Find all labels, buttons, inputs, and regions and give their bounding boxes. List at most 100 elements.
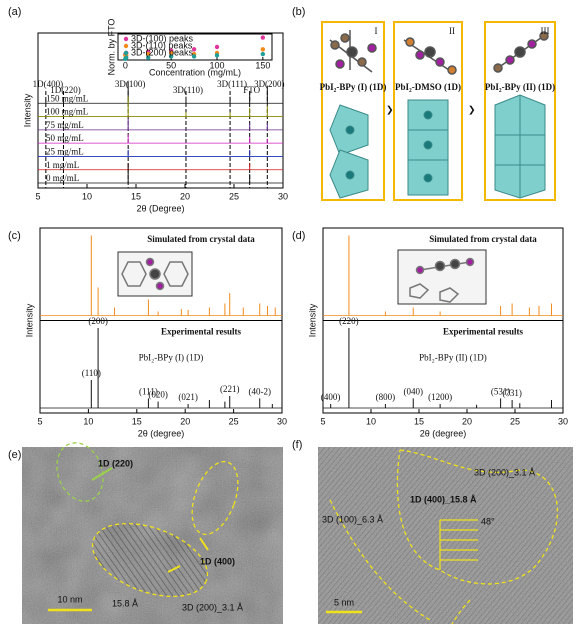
peak-label: (111) bbox=[139, 386, 158, 396]
annotation: 15.8 Å bbox=[112, 598, 138, 608]
scale-bar-label: 5 nm bbox=[334, 597, 354, 607]
peak-label: (731) bbox=[502, 388, 522, 398]
series-label: Simulated from crystal data bbox=[147, 234, 255, 244]
micrograph-grain bbox=[318, 447, 573, 624]
peak-label: (40-2) bbox=[248, 386, 271, 396]
series-label: 1 mg/mL bbox=[46, 160, 79, 170]
reference-label: 3D(200) bbox=[254, 79, 285, 89]
point bbox=[214, 44, 220, 50]
arrow: ❯ bbox=[468, 104, 476, 115]
region-outline bbox=[396, 449, 559, 585]
peak-label: (221) bbox=[220, 384, 240, 394]
arrow: ❯ bbox=[386, 104, 394, 115]
structure-box: III PbI₂-BPy (II) (1D) bbox=[484, 21, 556, 201]
x-tick-label: 20 bbox=[180, 416, 190, 426]
structure-name: PbI₂-BPy (I) (1D) bbox=[320, 82, 387, 92]
region-outline bbox=[329, 499, 471, 625]
peak-label: (400) bbox=[321, 392, 341, 402]
reference-label: 1D(400) bbox=[33, 79, 64, 89]
series-label: Simulated from crystal data bbox=[429, 234, 537, 244]
series-label: 100 mg/mL bbox=[46, 107, 88, 117]
reference-label: 3D(100) bbox=[115, 79, 146, 89]
reference-label: 1D(220) bbox=[50, 85, 81, 95]
numeral: II bbox=[449, 26, 455, 36]
structure-box: II PbI₂-DMSO (1D) bbox=[393, 21, 463, 201]
panel-label: (f) bbox=[292, 439, 302, 451]
compound-label: PbI₂-BPy (I) (1D) bbox=[139, 353, 204, 363]
annotation: 1D (400)_15.8 Å bbox=[410, 494, 477, 504]
peak-label: (110) bbox=[82, 368, 101, 378]
point bbox=[124, 55, 129, 60]
polyhedra bbox=[407, 99, 449, 196]
crystal-inset bbox=[397, 249, 487, 305]
fringes bbox=[92, 523, 208, 597]
polyhedra bbox=[329, 104, 369, 199]
annotation: 48° bbox=[481, 516, 495, 526]
legend-marker bbox=[123, 43, 129, 49]
point bbox=[191, 47, 197, 52]
scale-bar-label: 10 nm bbox=[57, 594, 82, 604]
x-tick-label: 30 bbox=[278, 191, 288, 201]
point bbox=[146, 51, 151, 57]
annotation: 1D (400) bbox=[200, 556, 235, 566]
legend-marker bbox=[123, 50, 129, 56]
numeral: III bbox=[541, 26, 550, 36]
point bbox=[214, 53, 220, 58]
y-axis-label: Norm. by FTO bbox=[106, 19, 116, 76]
series-label: 25 mg/mL bbox=[46, 146, 84, 156]
structure-box: I PbI₂-BPy (I) (1D) bbox=[320, 21, 387, 201]
series-label: 50 mg/mL bbox=[46, 133, 84, 143]
peak-label: (020) bbox=[148, 390, 168, 400]
point bbox=[260, 35, 266, 40]
point bbox=[168, 50, 174, 56]
x-tick-label: 50 bbox=[166, 60, 176, 70]
reference-label: 3D(110) bbox=[173, 85, 203, 95]
molecule bbox=[403, 37, 457, 75]
region-outline bbox=[91, 522, 209, 598]
x-tick-label: 15 bbox=[131, 191, 141, 201]
legend-label: 3D-(200) peaks bbox=[131, 47, 194, 57]
molecule bbox=[121, 257, 189, 291]
plot-frame bbox=[37, 32, 284, 189]
molecule bbox=[329, 30, 377, 73]
series-label: 75 mg/mL bbox=[46, 120, 84, 130]
structure-name: PbI₂-DMSO (1D) bbox=[395, 82, 461, 92]
fringe-marks bbox=[439, 519, 478, 570]
panel-label: (a) bbox=[8, 6, 21, 18]
x-tick-label: 5 bbox=[320, 416, 325, 426]
panel-e: (e) 1D (220) 1D (400) 15.8 Å 3D (200)_3.… bbox=[8, 442, 283, 624]
x-tick-label: 10 bbox=[82, 191, 92, 201]
peak-label: (220) bbox=[339, 316, 359, 326]
compound-label: PbI₂-BPy (II) (1D) bbox=[419, 353, 487, 363]
crystal-inset bbox=[117, 251, 193, 297]
peak-label: (200) bbox=[88, 316, 108, 326]
pointer bbox=[199, 537, 209, 551]
x-tick-label: 10 bbox=[83, 416, 93, 426]
x-tick-label: 150 bbox=[255, 60, 270, 70]
panel-label: (d) bbox=[292, 230, 305, 242]
x-tick-label: 10 bbox=[366, 416, 376, 426]
region-outline bbox=[191, 460, 239, 536]
region-outline bbox=[56, 442, 104, 502]
x-tick-label: 25 bbox=[229, 191, 239, 201]
x-tick-label: 20 bbox=[462, 416, 472, 426]
legend-marker bbox=[123, 36, 129, 42]
x-axis-label: 2θ (degree) bbox=[420, 428, 467, 438]
annotation: 3D (200)_3.1 Å bbox=[182, 602, 243, 612]
structure-name: PbI₂-BPy (II) (1D) bbox=[485, 82, 555, 92]
reference-label: FTO bbox=[243, 85, 260, 95]
x-axis-label: 2θ (degree) bbox=[138, 428, 185, 438]
peak-label: (531) bbox=[491, 386, 511, 396]
pointer bbox=[167, 565, 181, 573]
annotation: 1D (220) bbox=[98, 458, 133, 468]
x-tick-label: 25 bbox=[510, 416, 520, 426]
point bbox=[191, 54, 197, 59]
peak-label: (800) bbox=[376, 392, 396, 402]
panel-b: (b) I PbI₂-BPy (I) (1D) ❯ II PbI₂-DMSO (… bbox=[292, 6, 556, 201]
x-tick-label: 0 bbox=[123, 60, 128, 70]
point bbox=[260, 47, 266, 52]
peak-label: (021) bbox=[178, 392, 198, 402]
legend-label: 3D-(100) peaks bbox=[131, 33, 194, 43]
